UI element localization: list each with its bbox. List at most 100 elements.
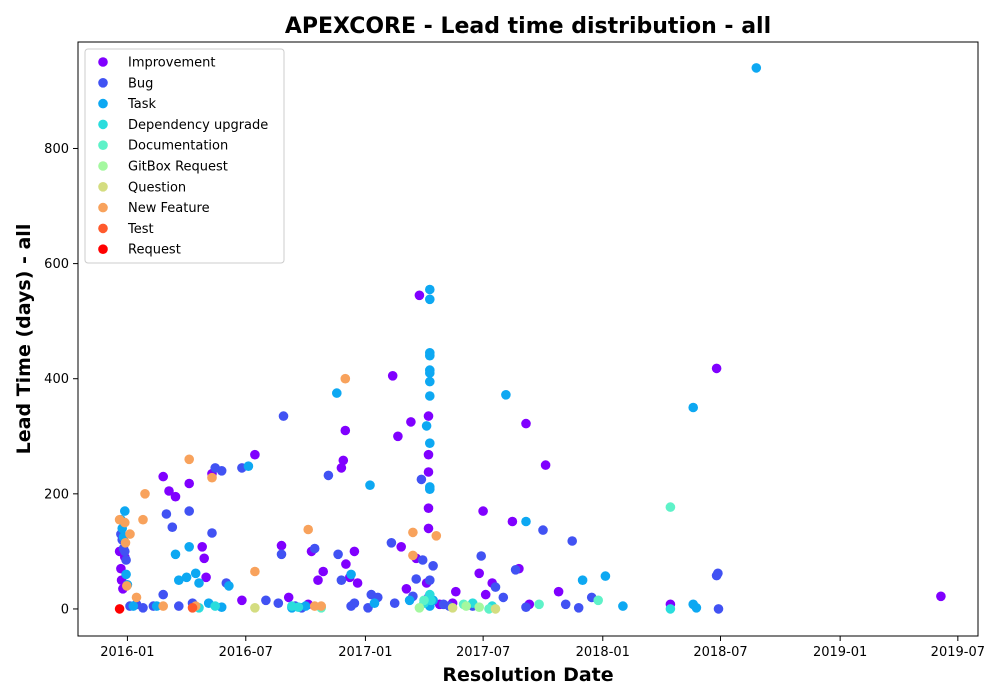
data-point-new-feature <box>138 514 148 525</box>
data-point-bug <box>416 474 427 485</box>
y-axis-ticks: 0 200 400 600 800 <box>44 142 78 617</box>
data-point-task <box>425 376 435 387</box>
data-point-task <box>577 575 588 585</box>
x-tick-label: 2016-07 <box>219 645 273 660</box>
data-point-improvement <box>164 486 174 496</box>
x-tick-label: 2018-01 <box>576 645 630 660</box>
data-point-improvement <box>341 559 351 569</box>
data-point-improvement <box>423 449 434 460</box>
legend-label-bug: Bug <box>128 76 153 91</box>
legend-label-new-feature: New Feature <box>128 201 210 216</box>
data-point-task <box>751 63 762 73</box>
x-axis-label: Resolution Date <box>442 664 613 686</box>
data-point-bug <box>389 598 400 608</box>
data-point-bug <box>349 598 360 608</box>
data-point-improvement <box>276 540 287 551</box>
data-point-bug <box>273 598 284 608</box>
data-point-improvement <box>401 584 412 594</box>
legend-marker-question <box>98 182 108 192</box>
data-point-bug <box>167 522 178 532</box>
data-point-improvement <box>338 455 349 466</box>
data-point-bug <box>538 525 548 535</box>
data-point-gitbox-request <box>461 601 472 611</box>
data-point-improvement <box>197 542 207 552</box>
x-tick-label: 2019-01 <box>813 645 867 660</box>
data-point-bug <box>120 546 130 557</box>
data-point-improvement <box>451 586 461 597</box>
data-point-bug <box>276 549 287 560</box>
data-point-improvement <box>336 463 347 473</box>
legend-label-test: Test <box>127 222 154 237</box>
data-point-task <box>618 601 628 611</box>
data-point-gitbox-request <box>414 603 425 613</box>
data-point-task <box>181 572 192 583</box>
data-point-bug <box>560 599 571 610</box>
data-point-bug <box>323 470 334 481</box>
data-point-improvement <box>313 575 323 585</box>
data-point-task <box>425 438 435 449</box>
legend-marker-improvement <box>98 57 108 67</box>
data-point-bug <box>521 602 531 612</box>
data-point-question <box>250 603 260 613</box>
data-point-improvement <box>423 411 434 421</box>
legend-marker-bug <box>98 78 108 88</box>
data-point-task <box>224 581 234 591</box>
data-point-new-feature <box>158 601 168 611</box>
data-point-improvement <box>318 566 329 577</box>
data-point-improvement <box>423 523 434 534</box>
data-point-bug <box>184 506 194 516</box>
data-point-dependency-upgrade <box>426 595 436 606</box>
data-point-improvement <box>423 503 434 513</box>
data-point-improvement <box>480 589 491 600</box>
data-point-improvement <box>349 546 360 557</box>
legend-label-task: Task <box>127 97 157 112</box>
data-point-task <box>170 549 181 560</box>
data-point-new-feature <box>184 454 194 465</box>
data-point-documentation <box>593 595 603 606</box>
data-point-new-feature <box>140 489 150 499</box>
data-point-improvement <box>199 553 209 564</box>
x-tick-label: 2016-01 <box>100 645 154 660</box>
data-point-bug <box>428 561 438 571</box>
data-point-bug <box>216 466 227 476</box>
data-point-bug <box>425 575 435 585</box>
data-point-documentation <box>419 595 429 606</box>
data-point-task <box>369 598 380 608</box>
data-point-bug <box>261 595 271 606</box>
data-point-improvement <box>352 578 363 588</box>
data-point-improvement <box>507 516 518 527</box>
data-point-bug <box>713 604 724 614</box>
data-point-task <box>365 480 375 491</box>
data-point-task <box>521 516 531 527</box>
data-point-task <box>174 575 184 585</box>
legend-label-documentation: Documentation <box>128 139 228 154</box>
data-point-improvement <box>184 478 194 489</box>
data-point-improvement <box>396 542 407 552</box>
data-point-task <box>425 284 435 295</box>
legend-marker-new-feature <box>98 202 108 213</box>
legend-marker-test <box>98 223 108 234</box>
data-point-new-feature <box>122 581 132 591</box>
data-point-task <box>691 603 702 613</box>
data-point-bug <box>411 574 422 584</box>
data-point-task <box>425 484 435 495</box>
data-point-bug <box>158 589 168 600</box>
data-point-new-feature <box>303 524 314 535</box>
data-point-improvement <box>201 572 211 583</box>
y-tick-label: 400 <box>44 372 69 387</box>
y-tick-label: 0 <box>61 602 69 617</box>
x-tick-label: 2019-07 <box>931 645 985 660</box>
data-point-bug <box>573 603 584 613</box>
legend-marker-task <box>98 98 108 109</box>
data-point-task <box>425 391 435 401</box>
x-tick-label: 2017-01 <box>338 645 392 660</box>
y-tick-label: 200 <box>44 487 69 502</box>
data-point-task <box>425 294 435 305</box>
data-point-bug <box>510 565 521 575</box>
data-point-task <box>128 601 139 611</box>
data-point-bug <box>309 543 320 554</box>
x-tick-label: 2017-07 <box>456 645 510 660</box>
data-point-bug <box>207 528 217 538</box>
data-point-improvement <box>237 595 247 606</box>
